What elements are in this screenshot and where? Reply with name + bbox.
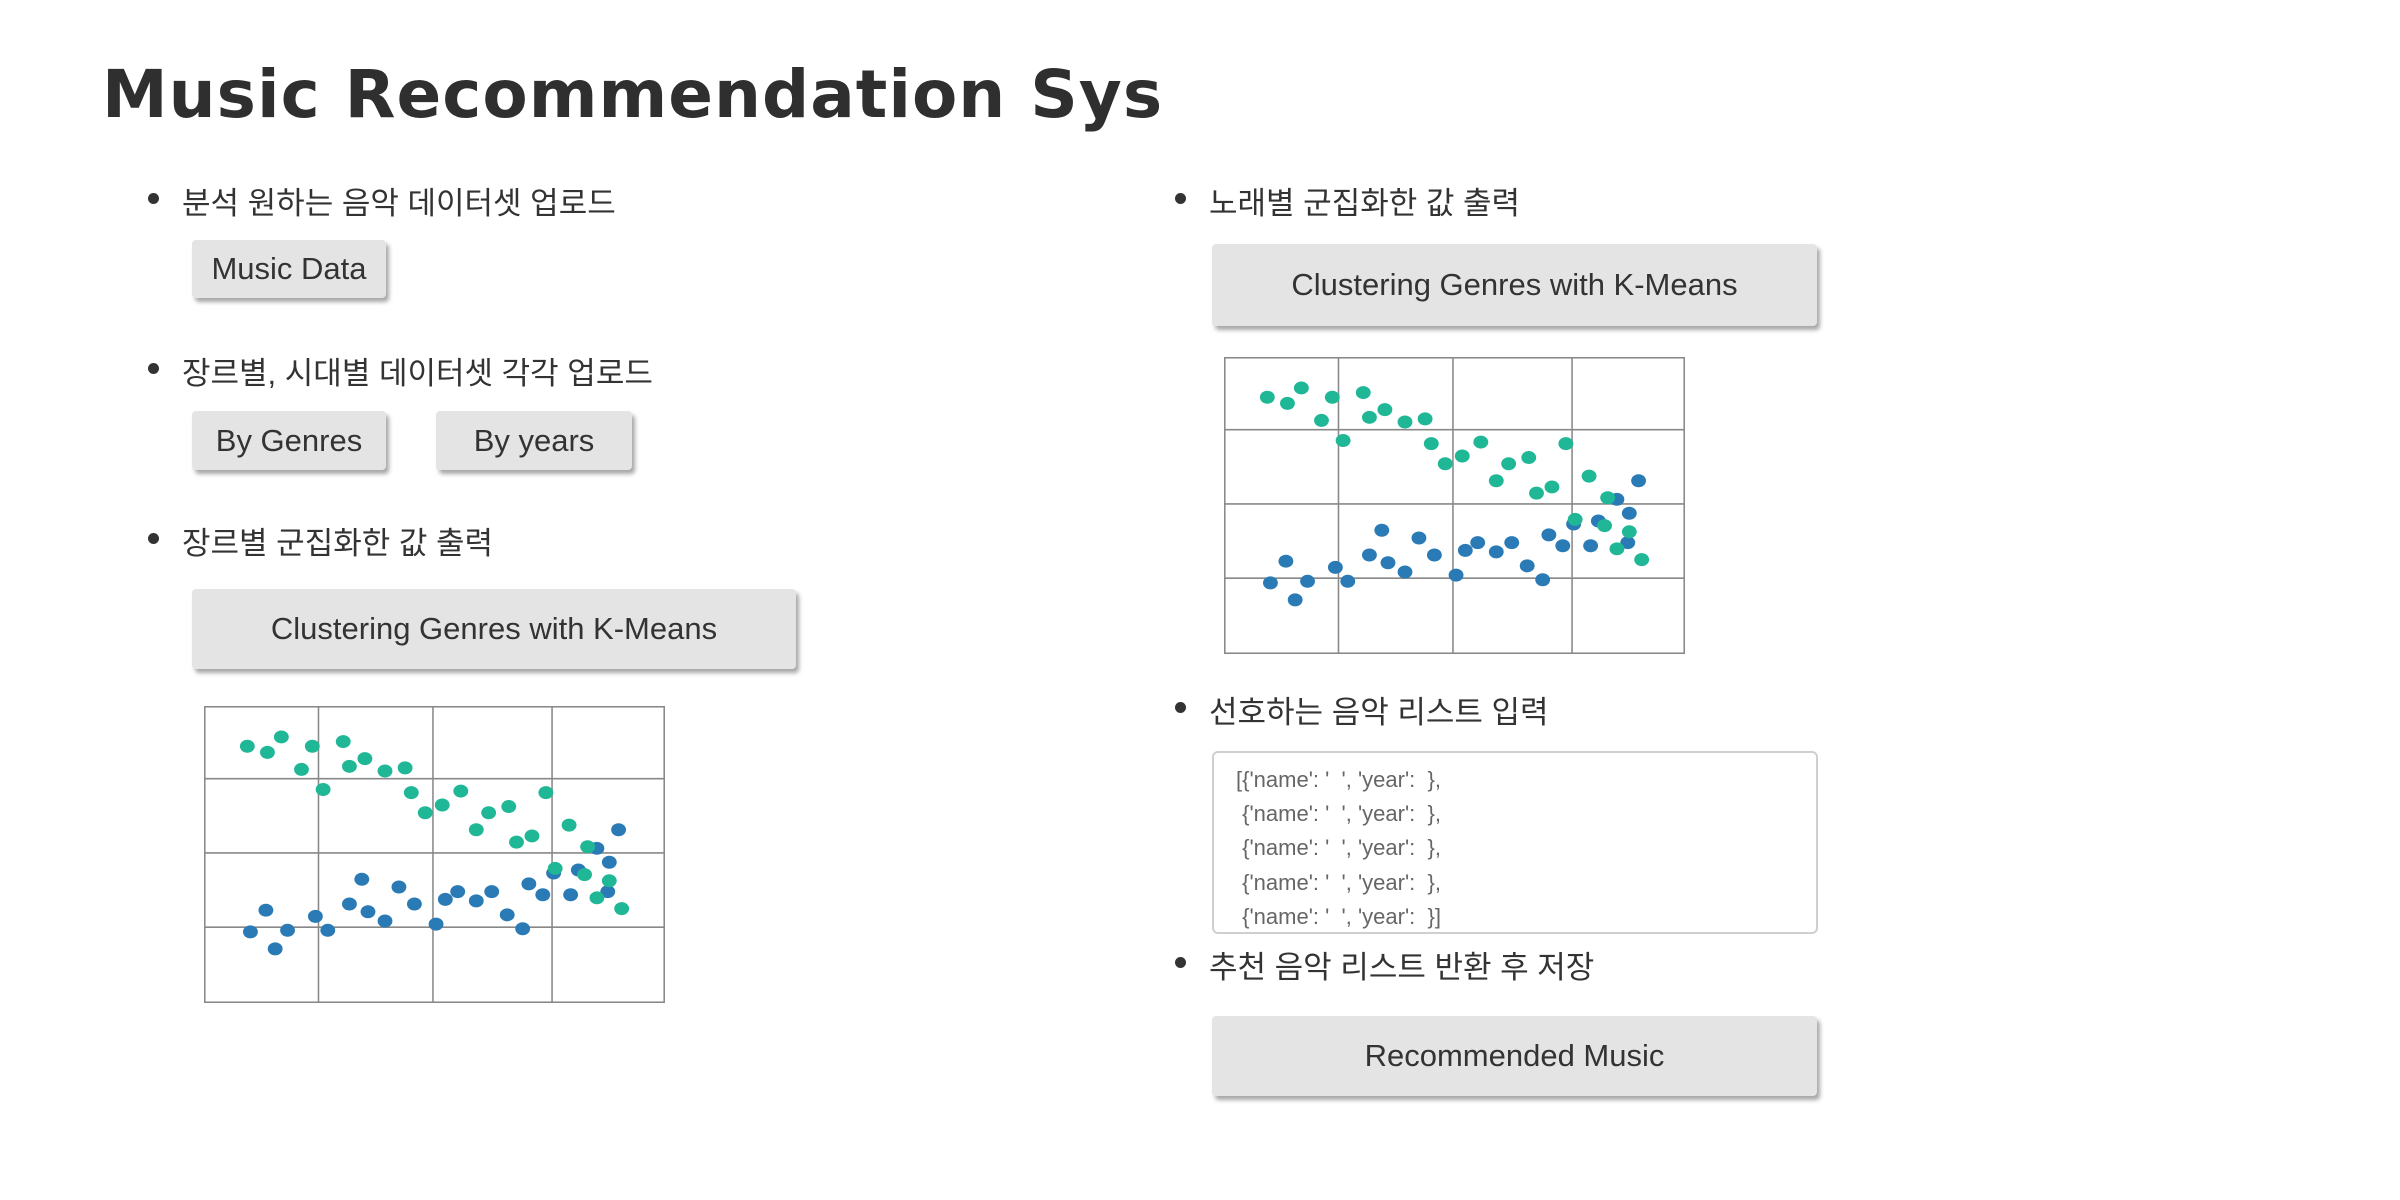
- step-label: 추천 음악 리스트 반환 후 저장: [1174, 942, 1594, 987]
- page-title: Music Recommendation Sys: [102, 56, 1164, 133]
- step-label: 선호하는 음악 리스트 입력: [1175, 687, 1549, 732]
- cluster-plot: [1224, 357, 1685, 654]
- recommend-button[interactable]: Recommended Music: [1212, 1016, 1817, 1096]
- cluster-button[interactable]: Clustering Genres with K-Means: [192, 589, 796, 669]
- scatter-illustration: [1224, 357, 1685, 654]
- input-line: {'name': ' ', 'year': },: [1236, 801, 1441, 826]
- upload-button[interactable]: By Genres: [192, 411, 386, 470]
- music-list-input[interactable]: [{'name': ' ', 'year': }, {'name': ' ', …: [1212, 751, 1818, 934]
- upload-button[interactable]: Music Data: [192, 240, 386, 298]
- cluster-button[interactable]: Clustering Genres with K-Means: [1212, 244, 1817, 326]
- scatter-illustration: [204, 706, 665, 1003]
- step-label: 노래별 군집화한 값 출력: [1174, 178, 1520, 223]
- input-line: {'name': ' ', 'year': },: [1236, 870, 1441, 895]
- upload-button[interactable]: By years: [436, 411, 632, 470]
- cluster-plot: [204, 706, 665, 1003]
- step-label: 장르별 군집화한 값 출력: [147, 518, 493, 563]
- step-label: 분석 원하는 음악 데이터셋 업로드: [148, 178, 616, 223]
- input-line: {'name': ' ', 'year': }]: [1236, 904, 1441, 929]
- input-line: [{'name': ' ', 'year': },: [1236, 767, 1441, 792]
- step-label: 장르별, 시대별 데이터셋 각각 업로드: [148, 348, 653, 393]
- input-line: {'name': ' ', 'year': },: [1236, 835, 1441, 860]
